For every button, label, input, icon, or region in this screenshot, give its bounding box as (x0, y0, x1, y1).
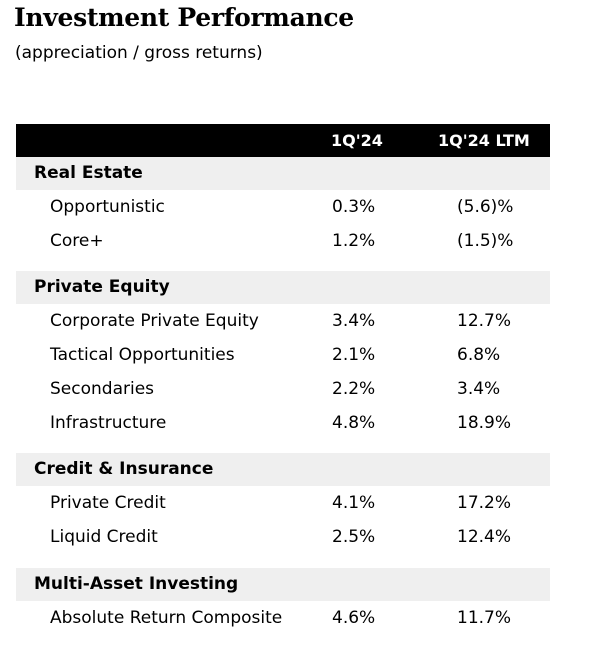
performance-table: 1Q'24 1Q'24 LTM Real Estate Opportunisti… (16, 124, 550, 635)
row-value-ltm: 6.8% (457, 345, 501, 365)
page-title: Investment Performance (14, 3, 354, 32)
row-label: Corporate Private Equity (50, 311, 259, 331)
row-value-ltm: 17.2% (457, 493, 512, 513)
page-subtitle: (appreciation / gross returns) (15, 43, 263, 63)
section-multi-asset-investing: Multi-Asset Investing Absolute Return Co… (16, 568, 550, 635)
table-row: Absolute Return Composite 4.6% 11.7% (16, 601, 550, 635)
row-label: Opportunistic (50, 197, 165, 217)
table-row: Secondaries 2.2% 3.4% (16, 372, 550, 406)
row-value-1q24: 1.2% (332, 231, 376, 251)
column-header-1q24: 1Q'24 (331, 131, 383, 150)
row-value-ltm: (5.6)% (457, 197, 514, 217)
table-row: Corporate Private Equity 3.4% 12.7% (16, 304, 550, 338)
row-value-ltm: 12.7% (457, 311, 512, 331)
row-value-1q24: 2.2% (332, 379, 376, 399)
column-header-1q24-ltm: 1Q'24 LTM (438, 131, 530, 150)
table-row: Core+ 1.2% (1.5)% (16, 224, 550, 258)
row-value-1q24: 4.1% (332, 493, 376, 513)
row-label: Core+ (50, 231, 104, 251)
row-label: Secondaries (50, 379, 155, 399)
row-label: Private Credit (50, 493, 166, 513)
row-value-ltm: 12.4% (457, 527, 512, 547)
table-row: Private Credit 4.1% 17.2% (16, 486, 550, 520)
row-value-ltm: (1.5)% (457, 231, 514, 251)
section-private-equity: Private Equity Corporate Private Equity … (16, 271, 550, 440)
row-value-ltm: 3.4% (457, 379, 501, 399)
table-row: Opportunistic 0.3% (5.6)% (16, 190, 550, 224)
section-heading: Multi-Asset Investing (16, 568, 550, 601)
row-value-ltm: 11.7% (457, 608, 512, 628)
row-label: Liquid Credit (50, 527, 158, 547)
row-label: Absolute Return Composite (50, 608, 283, 628)
section-heading: Private Equity (16, 271, 550, 304)
row-value-ltm: 18.9% (457, 413, 512, 433)
table-row: Infrastructure 4.8% 18.9% (16, 406, 550, 440)
row-value-1q24: 3.4% (332, 311, 376, 331)
row-value-1q24: 0.3% (332, 197, 376, 217)
section-heading: Real Estate (16, 157, 550, 190)
table-row: Tactical Opportunities 2.1% 6.8% (16, 338, 550, 372)
section-real-estate: Real Estate Opportunistic 0.3% (5.6)% Co… (16, 157, 550, 258)
table-row: Liquid Credit 2.5% 12.4% (16, 520, 550, 554)
section-heading: Credit & Insurance (16, 453, 550, 486)
row-value-1q24: 2.5% (332, 527, 376, 547)
row-value-1q24: 4.8% (332, 413, 376, 433)
row-label: Tactical Opportunities (50, 345, 235, 365)
row-value-1q24: 2.1% (332, 345, 376, 365)
row-label: Infrastructure (50, 413, 167, 433)
row-value-1q24: 4.6% (332, 608, 376, 628)
table-header: 1Q'24 1Q'24 LTM (16, 124, 550, 157)
section-credit-insurance: Credit & Insurance Private Credit 4.1% 1… (16, 453, 550, 554)
